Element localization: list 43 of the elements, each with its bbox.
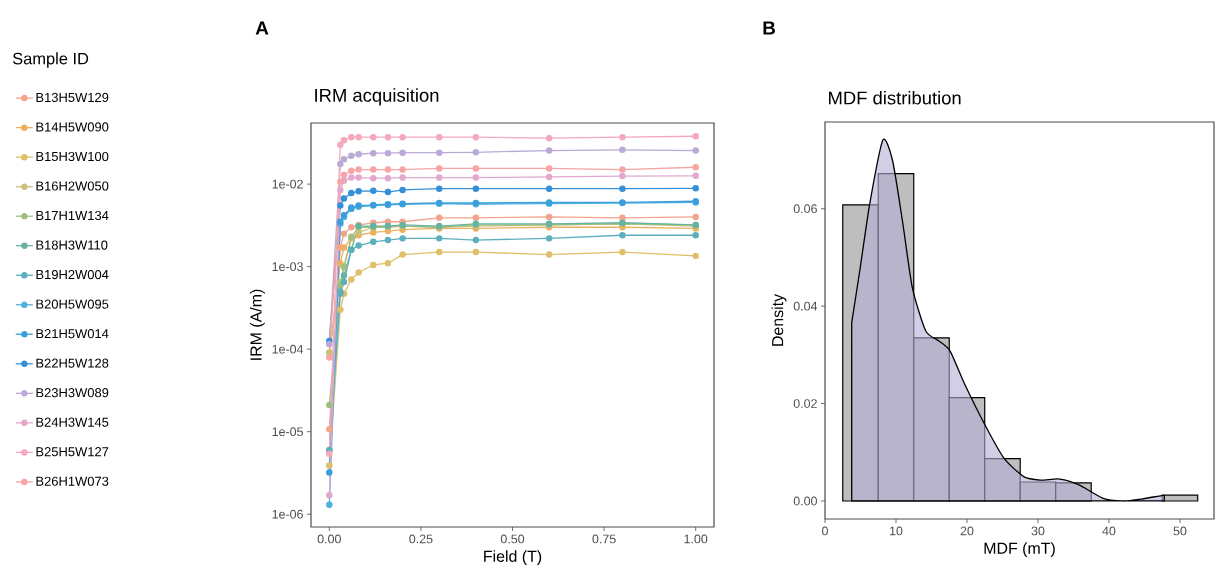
chart-title: MDF distribution: [829, 90, 961, 105]
legend-label: B26H1W073: [36, 476, 109, 486]
y-tick-label: 0.02: [793, 399, 817, 408]
y-tick-label: 1e-05: [272, 427, 303, 437]
legend-label: B16H2W050: [36, 181, 109, 191]
y-tick-label: 0.00: [793, 496, 817, 506]
x-tick-label: 0.50: [500, 534, 525, 544]
legend-label: B13H5W129: [36, 92, 109, 103]
y-tick-label: 1e-03: [272, 262, 303, 272]
legend-label: B20H5W095: [36, 299, 109, 309]
y-tick-label: 1e-04: [272, 344, 304, 354]
y-tick-label: 0.04: [793, 301, 818, 311]
text: B: [763, 21, 776, 35]
x-tick-label: 30: [1031, 526, 1045, 536]
legend-label: B23H3W089: [36, 388, 109, 398]
x-tick-label: 1.00: [684, 534, 708, 544]
x-tick-label: 50: [1173, 526, 1187, 536]
legend-label: B14H5W090: [36, 122, 109, 132]
legend-label: B19H2W004: [36, 269, 109, 280]
x-axis-title: MDF (mT): [984, 542, 1055, 558]
y-axis-title: IRM (A/m): [249, 289, 265, 360]
y-axis-title: Density: [771, 293, 787, 346]
x-tick-label: 0.25: [409, 534, 433, 544]
y-tick-label: 1e-06: [272, 509, 303, 519]
text: A: [255, 21, 269, 35]
x-tick-label: 40: [1102, 526, 1116, 536]
legend-label: B15H3W100: [36, 151, 109, 162]
legend-label: B24H3W145: [36, 417, 109, 427]
legend-label: B21H5W014: [36, 329, 109, 339]
legend-title: Sample ID: [12, 52, 89, 68]
x-tick-label: 0: [822, 526, 828, 536]
y-tick-label: 1e-02: [272, 179, 303, 189]
legend-label: B17H1W134: [36, 210, 109, 221]
x-tick-label: 0.75: [592, 534, 616, 544]
x-axis-title: Field (T): [484, 550, 542, 566]
legend-label: B18H3W110: [36, 240, 108, 250]
legend-label: B22H5W128: [36, 358, 109, 368]
x-tick-label: 0.00: [317, 534, 341, 544]
x-tick-label: 10: [890, 526, 903, 536]
x-tick-label: 20: [960, 526, 974, 536]
chart-title: IRM acquisition: [315, 88, 439, 106]
legend-label: B25H5W127: [36, 447, 109, 457]
y-tick-label: 0.06: [793, 204, 817, 214]
